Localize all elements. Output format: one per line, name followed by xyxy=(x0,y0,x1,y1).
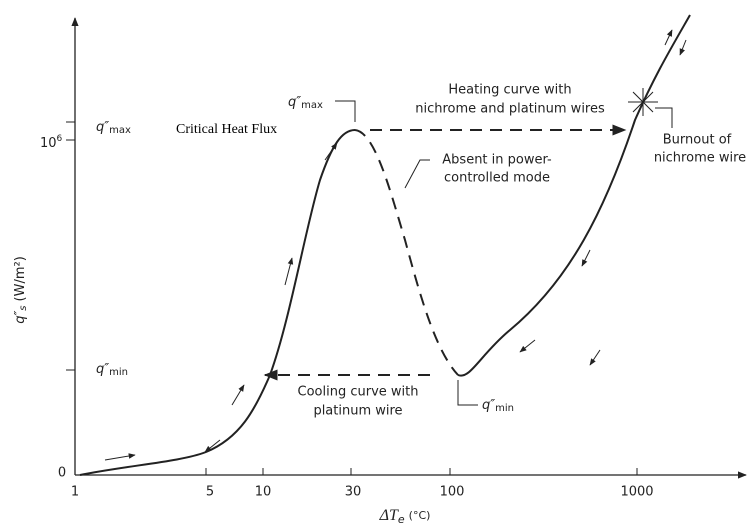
x-label-unit: (°C) xyxy=(409,509,431,522)
y-label-symbol: q″ xyxy=(13,311,28,324)
cooling-note: platinum wire xyxy=(313,404,402,419)
arrow xyxy=(581,249,591,267)
x-tick-label: 10 xyxy=(255,485,272,500)
boiling-curve xyxy=(79,129,356,476)
arrow xyxy=(664,29,673,46)
x-tick-label: 5 xyxy=(206,485,214,500)
x-label-symbol: ΔT xyxy=(379,507,399,524)
q-sub: max xyxy=(109,125,131,136)
x-label-sub: e xyxy=(398,513,405,526)
q-symbol: q″ xyxy=(96,362,109,377)
arrow xyxy=(679,39,687,56)
absent-note: controlled mode xyxy=(444,171,550,186)
q-symbol: q″ xyxy=(482,398,495,413)
arrow xyxy=(204,439,221,453)
arrow xyxy=(231,384,245,406)
heating-note: Heating curve with xyxy=(448,83,571,98)
y-tick-label: q″max xyxy=(96,120,131,137)
min-leader xyxy=(457,380,478,406)
exp-base: 10 xyxy=(40,136,57,151)
direction-arrows xyxy=(104,29,687,461)
absent-leader xyxy=(404,159,430,189)
y-tick-label: 0 xyxy=(58,466,66,481)
critical-heat-flux: Critical Heat Flux xyxy=(176,122,277,137)
x-ticks: 1 5 10 30 100 1000 xyxy=(71,468,654,500)
exp-power: 6 xyxy=(57,134,63,144)
film-boiling-curve xyxy=(457,14,691,377)
q-sub: min xyxy=(109,367,128,378)
min-label: q″min xyxy=(482,398,514,415)
y-ticks: 0 q″min 106 q″max xyxy=(40,120,131,481)
y-tick-label: q″min xyxy=(96,362,128,379)
q-symbol: q″ xyxy=(288,95,301,110)
burnout-star xyxy=(628,88,658,116)
arrow xyxy=(324,142,338,161)
star-ray xyxy=(632,91,654,113)
x-tick-label: 100 xyxy=(440,485,465,500)
x-tick-label: 30 xyxy=(345,485,362,500)
cooling-note: Cooling curve with xyxy=(298,385,419,400)
peak-label: q″max xyxy=(288,95,323,112)
peak-leader xyxy=(335,100,356,122)
arrow xyxy=(589,349,601,366)
transition-curve xyxy=(354,129,459,376)
q-sub: min xyxy=(495,403,514,414)
x-tick-label: 1 xyxy=(71,485,79,500)
arrow xyxy=(104,453,136,461)
x-axis-label: ΔTe (°C) xyxy=(379,507,431,526)
y-label-unit: (W/m²) xyxy=(13,256,28,301)
arrow xyxy=(284,257,294,286)
q-symbol: q″ xyxy=(96,120,109,135)
burnout-note: nichrome wire xyxy=(654,151,746,166)
burnout-leader xyxy=(655,107,673,128)
burnout-note: Burnout of xyxy=(663,133,732,148)
y-tick-label: 106 xyxy=(40,134,63,151)
q-sub: max xyxy=(301,100,323,111)
x-tick-label: 1000 xyxy=(620,485,653,500)
y-axis-label: q″s (W/m²) xyxy=(13,256,30,324)
absent-note: Absent in power- xyxy=(442,153,552,168)
y-label-sub: s xyxy=(18,305,29,310)
heating-note: nichrome and platinum wires xyxy=(415,102,605,117)
arrow xyxy=(519,339,536,353)
